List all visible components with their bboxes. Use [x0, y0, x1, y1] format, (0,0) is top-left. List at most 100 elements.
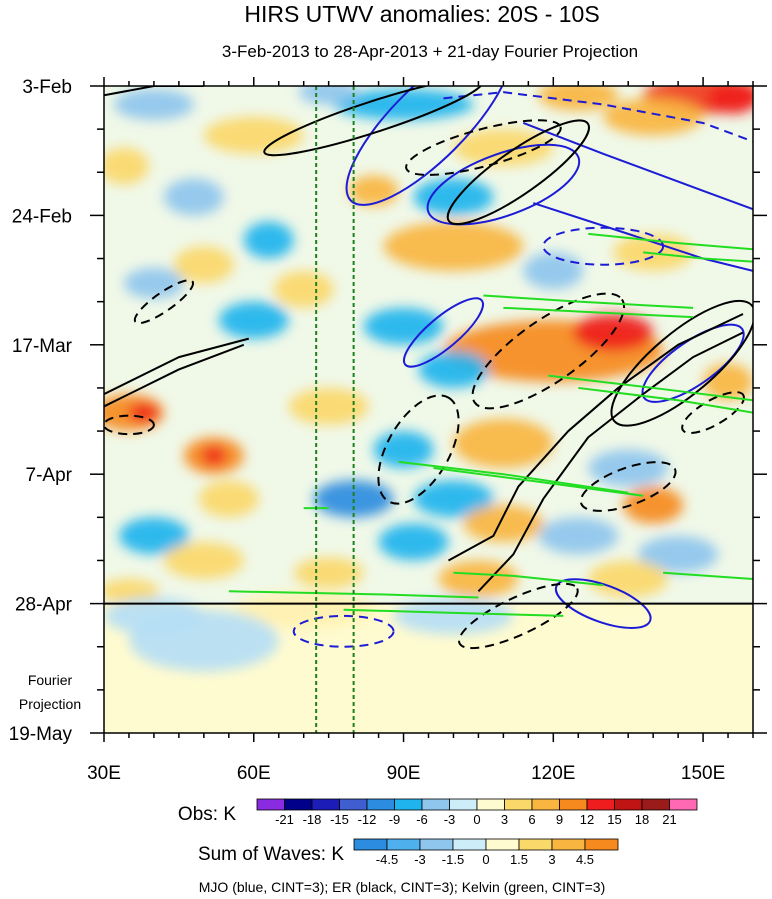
anomaly-patch [163, 541, 244, 579]
colorbar-tick-label: -15 [330, 812, 349, 827]
x-tick-label: 30E [87, 763, 121, 784]
anomaly-patch [378, 523, 449, 561]
er-contour [104, 337, 250, 395]
anomaly-shading [104, 86, 753, 672]
contour-legend-footer: MJO (blue, CINT=3); ER (black, CINT=3); … [199, 879, 606, 895]
reference-longitude-lines [315, 86, 355, 733]
colorbar-tick-label: 21 [662, 812, 676, 827]
er-contour [104, 414, 155, 436]
colorbar-box [586, 798, 615, 811]
obs-colorbar-label: Obs: K [178, 804, 236, 825]
anomaly-patch [163, 178, 224, 216]
y-axis: 3-Feb 24-Feb 17-Mar 7-Apr 28-Apr 19-May [9, 77, 767, 745]
waves-colorbar-label: Sum of Waves: K [198, 844, 344, 865]
y-tick-label: 7-Apr [26, 465, 73, 486]
colorbar-box [284, 798, 313, 811]
colorbar-box [386, 838, 421, 851]
anomaly-patch [588, 449, 669, 487]
y-tick-label: 24-Feb [12, 206, 72, 227]
colorbar-box [641, 798, 670, 811]
colorbar-box [584, 838, 619, 851]
kelvin-contour [398, 460, 629, 494]
anomaly-patch [413, 178, 494, 216]
colorbar-tick-label: 9 [556, 812, 563, 827]
anomaly-patch [623, 486, 684, 524]
anomaly-patch [218, 301, 289, 339]
kelvin-contour [663, 571, 753, 580]
y-tick-label: 3-Feb [22, 77, 72, 98]
mjo-contour [292, 614, 395, 648]
colorbar-box [559, 798, 588, 811]
anomaly-patch [201, 446, 227, 465]
anomaly-patch [233, 591, 374, 629]
kelvin-contour [343, 608, 564, 617]
anomaly-patch [173, 246, 234, 284]
colorbar-tick-label: 12 [580, 812, 594, 827]
y-tick-label: 28-Apr [15, 595, 73, 616]
colorbar-box [531, 798, 560, 811]
kelvin-contours [228, 232, 753, 617]
anomaly-patch [453, 418, 554, 469]
colorbar-box [311, 798, 340, 811]
anomaly-patch [198, 480, 259, 518]
anomaly-patch [293, 557, 364, 589]
colorbar-box [518, 838, 553, 851]
mjo-contour [345, 86, 512, 206]
colorbar-box [366, 798, 395, 811]
colorbar-box [452, 838, 487, 851]
er-contour [263, 86, 484, 157]
er-contour [471, 292, 626, 410]
colorbar-tick-label: 0 [482, 852, 489, 867]
colorbar-tick-label: -9 [389, 812, 401, 827]
kelvin-contour [433, 467, 644, 497]
colorbar-box [394, 798, 423, 811]
anomaly-patch [104, 147, 149, 185]
anomaly-patch [523, 252, 584, 290]
er-contour [579, 461, 677, 512]
anomaly-patch [288, 387, 369, 425]
colorbar-box [421, 798, 450, 811]
obs-colorbar: -21 -18 -15 -12 -9 -6 -3 0 3 6 9 12 15 18 21 [256, 798, 698, 827]
kelvin-contour [548, 374, 753, 402]
anomaly-patch [128, 403, 159, 422]
projection-label-line2: Projection [19, 696, 81, 712]
anomaly-patch [298, 86, 359, 105]
colorbar-box [504, 798, 533, 811]
er-contour [458, 582, 579, 650]
colorbar-tick-label: -3 [444, 812, 456, 827]
anomaly-patch [708, 86, 753, 114]
anomaly-patch [453, 129, 554, 167]
colorbar-tick-label: 0 [473, 812, 480, 827]
kelvin-contour [483, 294, 694, 309]
er-contour [681, 391, 745, 435]
anomaly-patch [538, 517, 619, 555]
kelvin-contour [228, 590, 479, 599]
anomaly-patch [383, 221, 524, 271]
er-contour [610, 299, 753, 427]
er-contour [133, 279, 195, 325]
mjo-contour [402, 297, 484, 368]
colorbar-tick-label: 4.5 [576, 852, 594, 867]
anomaly-patch [113, 89, 194, 120]
plot-area [104, 86, 753, 733]
er-contour [405, 119, 562, 176]
x-tick-label: 90E [387, 763, 421, 784]
er-contour [477, 331, 744, 592]
er-contour [104, 86, 204, 97]
colorbar-box [614, 798, 643, 811]
anomaly-patch [603, 98, 704, 136]
x-tick-label: 150E [681, 763, 725, 784]
colorbar-box [419, 838, 454, 851]
kelvin-contour [453, 571, 604, 587]
colorbar-tick-label: 3 [501, 812, 508, 827]
er-contour [104, 343, 245, 408]
anomaly-patch [273, 270, 334, 308]
waves-colorbar: -4.5 -3 -1.5 0 1.5 3 4.5 [353, 838, 619, 867]
kelvin-contour [643, 251, 753, 263]
colorbar-tick-label: -6 [416, 812, 428, 827]
colorbar-box [485, 838, 520, 851]
mjo-contours [292, 86, 753, 648]
anomaly-patch [413, 480, 494, 518]
er-contour [446, 119, 590, 226]
